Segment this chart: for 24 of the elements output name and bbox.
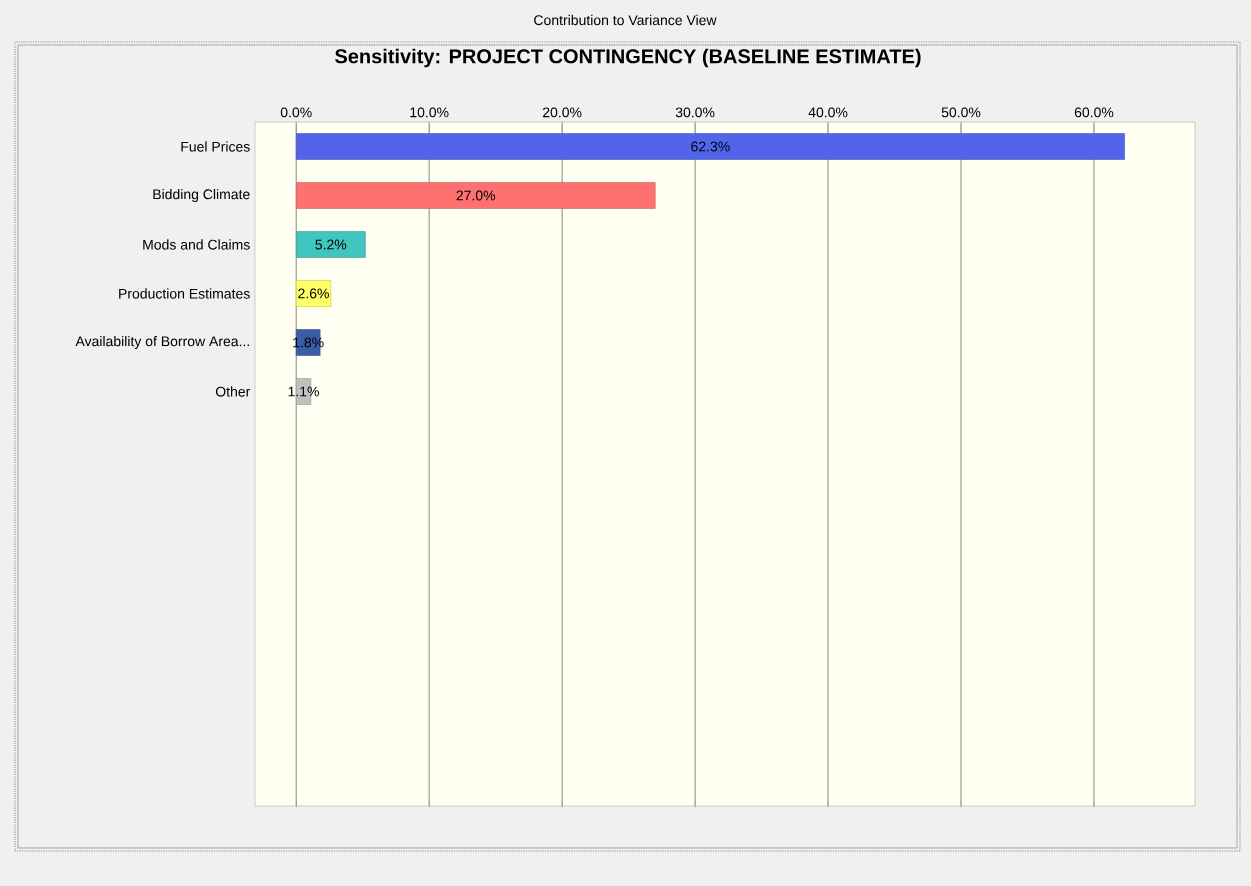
data-label: 62.3% (691, 141, 730, 152)
x-tick-label: 50.0% (941, 107, 981, 118)
x-tick-label: 60.0% (1074, 107, 1114, 118)
y-tick-label: Fuel Prices (181, 141, 250, 152)
bar (295, 133, 1125, 160)
data-label: 1.1% (288, 386, 319, 397)
y-tick-label: Mods and Claims (143, 239, 250, 250)
y-tick-label: Bidding Climate (153, 188, 250, 203)
x-tick-label: 20.0% (543, 107, 582, 118)
data-label: 2.6% (298, 288, 329, 299)
chart-title: Sensitivity: PROJECT CONTINGENCY (BASELINE ESTIMATE) (335, 48, 921, 68)
x-tick-label: 30.0% (675, 107, 715, 118)
bar (295, 231, 366, 258)
x-tick-label: 0.0% (280, 107, 312, 118)
data-label: 27.0% (456, 190, 496, 201)
x-tick-label: 40.0% (808, 107, 848, 118)
bar (295, 182, 656, 209)
x-tick-label: 10.0% (410, 107, 449, 118)
y-tick-label: Production Estimates (119, 288, 250, 299)
data-label: 5.2% (315, 239, 347, 250)
y-tick-label: Availability of Borrow Area... (75, 335, 249, 350)
y-tick-label: Other (215, 386, 251, 397)
text: Contribution to Variance View (534, 14, 717, 26)
bar (295, 280, 332, 307)
